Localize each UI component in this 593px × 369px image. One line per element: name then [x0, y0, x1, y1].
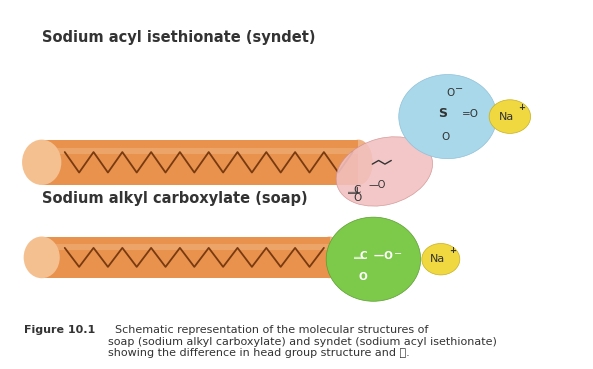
Ellipse shape — [22, 139, 61, 185]
Text: +: + — [449, 246, 456, 255]
Ellipse shape — [398, 75, 497, 159]
Text: Schematic representation of the molecular structures of
soap (sodium alkyl carbo: Schematic representation of the molecula… — [108, 325, 497, 358]
Text: ‖: ‖ — [348, 189, 357, 193]
Ellipse shape — [326, 217, 420, 301]
Text: Sodium alkyl carboxylate (soap): Sodium alkyl carboxylate (soap) — [42, 192, 307, 206]
Ellipse shape — [317, 237, 343, 278]
Text: ‖: ‖ — [354, 254, 363, 258]
Text: O: O — [446, 88, 454, 98]
Text: Sodium acyl isethionate (syndet): Sodium acyl isethionate (syndet) — [42, 31, 315, 45]
Text: Na: Na — [431, 254, 445, 264]
Text: S: S — [439, 107, 448, 120]
Text: O: O — [353, 193, 361, 203]
Text: Na: Na — [499, 111, 514, 121]
Text: =O: =O — [462, 108, 479, 119]
Text: Figure 10.1: Figure 10.1 — [24, 325, 95, 335]
Ellipse shape — [336, 137, 432, 206]
Ellipse shape — [344, 139, 373, 185]
FancyBboxPatch shape — [42, 139, 358, 185]
Text: C: C — [359, 251, 367, 261]
Text: C: C — [353, 185, 361, 195]
FancyBboxPatch shape — [42, 148, 358, 154]
Text: O: O — [359, 272, 368, 282]
Text: −: − — [455, 84, 463, 94]
FancyBboxPatch shape — [42, 237, 330, 278]
Ellipse shape — [489, 100, 531, 134]
Text: +: + — [518, 103, 525, 112]
Text: —O: —O — [363, 251, 393, 261]
Ellipse shape — [24, 237, 60, 278]
FancyBboxPatch shape — [42, 244, 330, 250]
Text: —O: —O — [369, 180, 386, 190]
Ellipse shape — [422, 244, 460, 275]
Text: O: O — [441, 132, 449, 142]
Text: −: − — [394, 249, 401, 259]
